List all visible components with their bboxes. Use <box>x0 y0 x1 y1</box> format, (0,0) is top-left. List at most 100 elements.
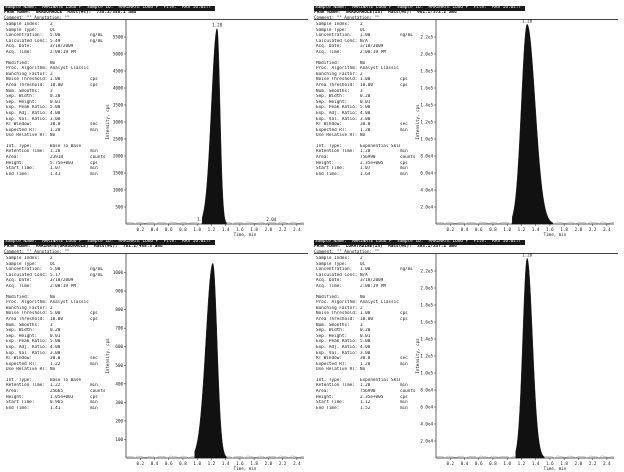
integration-param-row: Num. Smooths: 3 <box>6 323 106 329</box>
sample-info-row: Calculated Conc: 5.49 ng/mL <box>6 39 106 45</box>
sample-info-value: 3/18/2009 <box>50 44 74 50</box>
integration-param-value: 4.00 <box>50 110 61 116</box>
integration-param-value: No <box>360 294 366 300</box>
sample-info-row: Sample Index: 2 <box>6 256 106 262</box>
integration-param-row: Modified: No <box>6 295 106 301</box>
sample-info-row: Sample Type: QC <box>316 262 416 268</box>
chromatogram-plot: 2.0e4 4.0e4 6.0e4 8.0e4 1.0e5 1.2e5 1.4e5 1.6e5… <box>415 18 615 237</box>
integration-param-label: Exp. Adj. Ratio: <box>6 110 48 116</box>
integration-param-label: Proc. Algorithm: <box>316 300 358 306</box>
integration-param-label: Area Threshold: <box>316 82 355 88</box>
integration-param-label: Use Relative RT: <box>316 367 358 373</box>
integration-param-value: Analyst Classic <box>50 66 89 72</box>
integration-param-label: Expected RT: <box>6 361 38 367</box>
peak-result-label: Height: <box>316 394 335 400</box>
sample-info-value: QC <box>360 261 366 267</box>
y-tick-label: 1.0e5 <box>420 137 433 142</box>
y-tick-label: 700 <box>115 326 123 331</box>
x-tick-label: 1.4 <box>532 227 540 232</box>
integration-param-label: Modified: <box>316 294 340 300</box>
integration-param-row: Use Relative RT: No <box>6 133 106 139</box>
sample-info-unit: ng/mL <box>400 33 413 39</box>
integration-param-value: Analyst Classic <box>360 66 399 72</box>
x-tick-label: 2.2 <box>279 227 287 232</box>
integration-param-row: Num. Smooths: 3 <box>316 323 416 329</box>
integration-param-label: Expected RT: <box>6 127 38 133</box>
peak-result-value: 1.07 <box>50 166 61 172</box>
peak-result-label: Retention Time: <box>6 383 45 389</box>
integration-param-row: Sep. Width: 0.20 <box>316 328 416 334</box>
sample-info-value: 2:00:19 PM <box>360 49 386 55</box>
y-tick-label: 4.0e4 <box>420 422 433 427</box>
integration-param-row: RT Window: 30.0 sec <box>6 356 106 362</box>
integration-param-label: Sep. Width: <box>316 328 345 334</box>
analyte-peak <box>201 28 227 225</box>
integration-param-value: 1.00 <box>50 77 61 83</box>
comment-line: Comment: "" Annotation: "" <box>4 15 70 20</box>
y-axis-label: Intensity, cps <box>105 104 110 140</box>
integration-param-row: Noise Threshold: 5.00 cps <box>6 311 106 317</box>
x-tick-label: 2.2 <box>589 461 597 466</box>
x-tick-label: 0.6 <box>475 461 483 466</box>
integration-param-row: Sep. Height: 0.01 <box>316 334 416 340</box>
y-tick-label: 100 <box>115 437 123 442</box>
peak-label: 1.28 <box>212 23 223 28</box>
integration-param-value: 0.20 <box>360 328 371 334</box>
y-tick-label: 1.8e5 <box>420 303 433 308</box>
y-tick-label: 1.2e5 <box>420 120 433 125</box>
y-tick-label: 200 <box>115 418 123 423</box>
sample-info-value: 3/18/2009 <box>50 278 74 284</box>
integration-param-value: 3.00 <box>50 350 61 356</box>
y-tick-label: 5000 <box>113 52 124 57</box>
peak-result-label: Start Time: <box>316 400 345 406</box>
peak-label: 1.28 <box>522 18 533 23</box>
x-tick-label: 1.0 <box>503 227 511 232</box>
integration-param-unit: sec <box>400 356 408 362</box>
y-tick-label: 2000 <box>113 154 124 159</box>
sample-info-label: Sample Index: <box>316 256 350 261</box>
integration-param-unit: min <box>400 361 408 367</box>
sample-info-row: Sample Index: 2 <box>316 256 416 262</box>
peak-result-row: End Time: 1.41 min <box>6 172 106 178</box>
integration-param-unit: cps <box>400 311 408 317</box>
peak-result-label: Int. Type: <box>6 143 32 149</box>
integration-param-label: Sep. Height: <box>6 99 38 105</box>
sample-info-value: 2:00:19 PM <box>50 283 76 289</box>
integration-param-value: 0.01 <box>360 99 371 105</box>
peak-result-unit: min <box>90 166 98 172</box>
x-tick-label: 1.8 <box>560 227 568 232</box>
y-axis-label: Intensity, cps <box>105 338 110 374</box>
integration-param-row: Use Relative RT: No <box>6 367 106 373</box>
sample-info-label: Concentration: <box>316 33 353 39</box>
peak-result-unit: cps <box>90 160 98 166</box>
x-tick-label: 0.6 <box>165 461 173 466</box>
x-tick-label: 2.4 <box>293 227 301 232</box>
peak-result-label: Height: <box>316 160 335 166</box>
y-tick-label: 4500 <box>113 69 124 74</box>
integration-param-unit: min <box>90 127 98 133</box>
integration-param-value: 3 <box>50 88 53 94</box>
integration-param-label: Expected RT: <box>316 127 348 133</box>
sample-info-row: Concentration: 1.00 ng/mL <box>316 267 416 273</box>
integration-param-label: Proc. Algorithm: <box>316 66 358 72</box>
integration-param-row: Exp. Adj. Ratio: 4.00 <box>316 111 416 117</box>
integration-param-row: Sep. Height: 0.01 <box>316 100 416 106</box>
peak-result-row: Retention Time: 1.22 min <box>6 383 106 389</box>
peak-result-row: Height: 5.75e+003 cps <box>6 161 106 167</box>
peak-result-unit: counts <box>90 155 106 161</box>
integration-param-row: Sep. Width: 0.20 <box>6 94 106 100</box>
sample-info-row: Acq. Date: 3/18/2009 <box>316 278 416 284</box>
peak-result-label: Area: <box>6 389 19 395</box>
integration-param-row: Bunching Factor: 2 <box>6 306 106 312</box>
peak-result-unit: min <box>400 400 408 406</box>
sample-info-row: Acq. Date: 3/18/2009 <box>6 278 106 284</box>
x-tick-label: 2.0 <box>265 461 273 466</box>
sample-info-value: 3/18/2009 <box>360 278 384 284</box>
peak-result-unit: counts <box>90 389 106 395</box>
sample-info-label: Sample Type: <box>6 27 38 33</box>
x-tick-label: 0.2 <box>446 461 454 466</box>
x-tick-label: 2.0 <box>575 461 583 466</box>
peak-result-row: Start Time: 1.07 min <box>316 166 416 172</box>
y-tick-label: 2.0e4 <box>420 205 433 210</box>
sample-info-value: 2 <box>360 22 363 27</box>
